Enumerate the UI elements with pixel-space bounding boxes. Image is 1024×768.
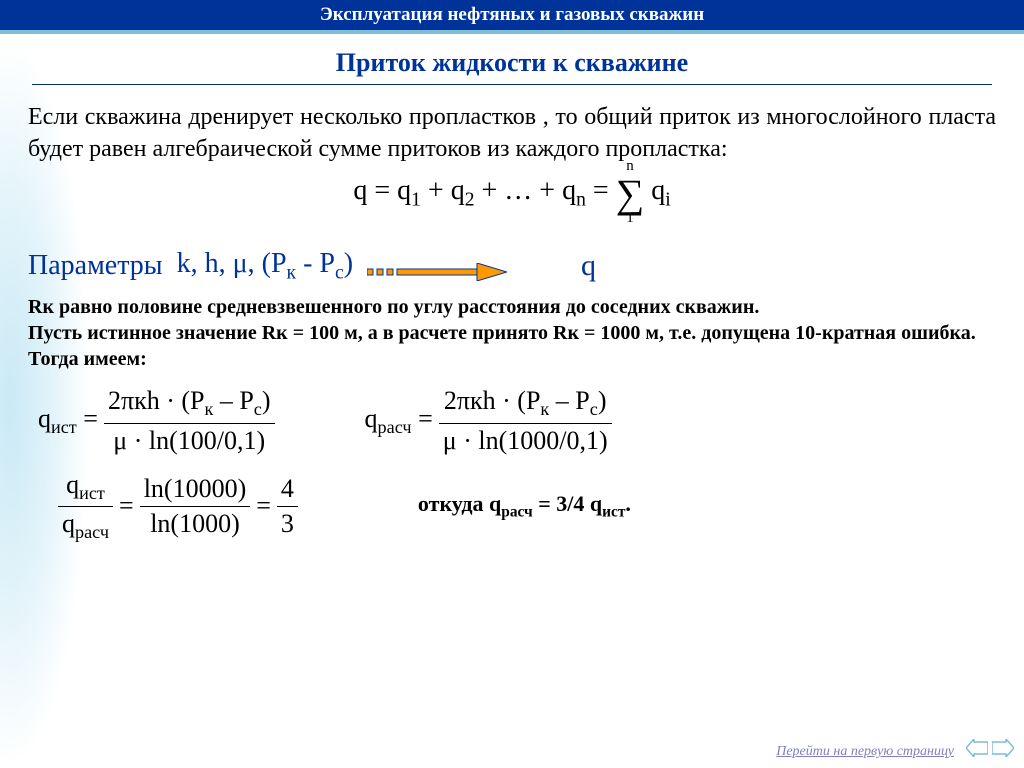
header-title: Эксплуатация нефтяных и газовых скважин [320, 4, 704, 25]
bold-paragraph: Rк равно половине средневзвешенного по у… [28, 294, 996, 372]
params-label: Параметры [28, 250, 163, 282]
eq-calc: qрасч = 2πкh · (Pк – Pс) μ · ln(1000/0,1… [365, 386, 612, 455]
params-result: q [581, 249, 596, 283]
goto-first-page-link[interactable]: Перейти на первую страницу [776, 744, 954, 760]
conclusion: откуда qрасч = 3/4 qист. [418, 491, 631, 521]
implies-arrow-icon [367, 257, 507, 275]
sigma-symbol: n ∑ 1 [616, 170, 645, 217]
parameters-line: Параметры k, h, μ, (Pк - Pс) q [28, 248, 996, 285]
header-accent-line [0, 30, 1024, 34]
next-slide-button[interactable] [992, 739, 1014, 762]
section-title: Приток жидкости к скважине [0, 48, 1024, 78]
nav-arrows [966, 739, 1014, 762]
equations-row: qист = 2πкh · (Pк – Pс) μ · ln(100/0,1) … [28, 386, 996, 455]
prev-slide-button[interactable] [966, 739, 988, 762]
ratio-row: qист qрасч = ln(10000) ln(1000) = 4 3 от… [28, 470, 996, 543]
params-vars: k, h, μ, (Pк - Pс) [177, 248, 353, 285]
eq-true: qист = 2πкh · (Pк – Pс) μ · ln(100/0,1) [38, 386, 275, 455]
sum-formula: q = q1 + q2 + … + qn = n ∑ 1 qi [28, 170, 996, 240]
header-bar: Эксплуатация нефтяных и газовых скважин [0, 0, 1024, 30]
ratio-equation: qист qрасч = ln(10000) ln(1000) = 4 3 [58, 470, 298, 543]
intro-paragraph: Если скважина дренирует несколько пропла… [28, 101, 996, 166]
slide-content: Если скважина дренирует несколько пропла… [0, 85, 1024, 543]
